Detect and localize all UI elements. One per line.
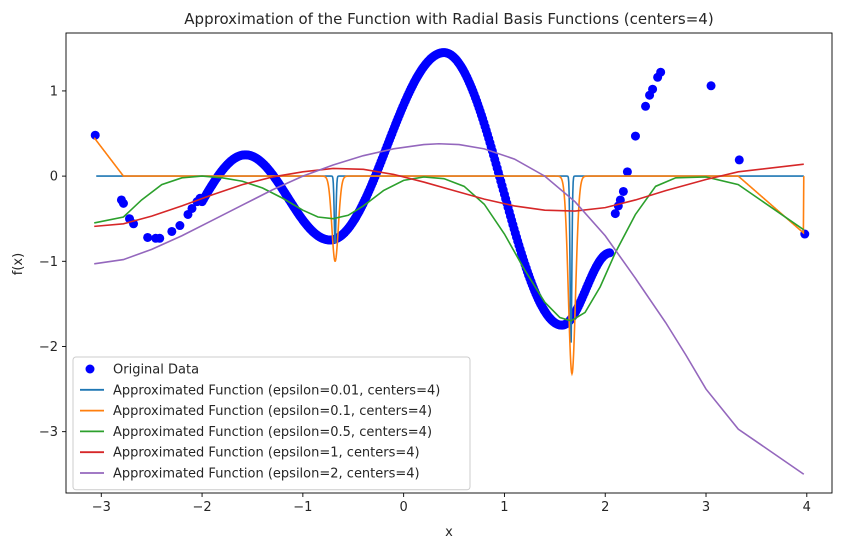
legend-label: Approximated Function (epsilon=0.1, cent… bbox=[113, 404, 432, 419]
legend-label: Approximated Function (epsilon=2, center… bbox=[113, 467, 420, 482]
x-tick-label: 4 bbox=[803, 500, 811, 515]
scatter-point bbox=[641, 101, 651, 111]
x-tick-label: −3 bbox=[92, 500, 111, 515]
x-tick-label: −1 bbox=[293, 500, 312, 515]
plot-frame bbox=[65, 32, 833, 494]
y-tick-label: 1 bbox=[50, 84, 58, 99]
scatter-point bbox=[187, 203, 197, 213]
x-tick-label: 3 bbox=[702, 500, 710, 515]
scatter-point bbox=[167, 226, 177, 236]
y-tick-label: 0 bbox=[50, 170, 58, 185]
plot-area: −3 −2 −1 0 1 2 3 4 −3 −2 −1 0 1 bbox=[39, 32, 833, 515]
scatter-point bbox=[155, 233, 165, 243]
legend-label: Approximated Function (epsilon=0.5, cent… bbox=[113, 425, 432, 440]
scatter-point bbox=[90, 130, 100, 140]
series-line-2 bbox=[93, 137, 805, 377]
y-tick-label: −1 bbox=[39, 255, 58, 270]
scatter-point bbox=[610, 209, 620, 219]
scatter-point bbox=[605, 248, 615, 258]
x-tick-label: 0 bbox=[400, 500, 408, 515]
series-line-5 bbox=[94, 142, 805, 475]
x-tick-label: 2 bbox=[601, 500, 609, 515]
scatter-point bbox=[648, 84, 658, 94]
scatter-point bbox=[143, 232, 153, 242]
x-tick-label: 1 bbox=[500, 500, 508, 515]
y-tick-label: −3 bbox=[39, 425, 58, 440]
legend-box bbox=[72, 356, 471, 491]
legend-label: Approximated Function (epsilon=1, center… bbox=[113, 446, 420, 461]
chart-title: Approximation of the Function with Radia… bbox=[184, 10, 713, 28]
y-axis-label: f(x) bbox=[11, 253, 26, 275]
x-axis-label: x bbox=[445, 525, 453, 540]
scatter-point bbox=[630, 131, 640, 141]
scatter-point bbox=[615, 195, 625, 205]
scatter-point bbox=[656, 67, 666, 77]
x-tick-label: −2 bbox=[192, 500, 211, 515]
scatter-point bbox=[734, 155, 744, 165]
legend-label: Approximated Function (epsilon=0.01, cen… bbox=[113, 383, 440, 398]
scatter-point bbox=[118, 198, 128, 208]
legend-label: Original Data bbox=[113, 363, 199, 378]
scatter-point bbox=[706, 81, 716, 91]
scatter-point bbox=[175, 221, 185, 231]
legend: Original Data Approximated Function (epsi… bbox=[72, 356, 471, 491]
series-line-3 bbox=[94, 175, 805, 322]
legend-marker bbox=[85, 364, 95, 374]
scatter-point bbox=[622, 167, 632, 177]
y-tick-label: −2 bbox=[39, 340, 58, 355]
series-line-4 bbox=[94, 163, 804, 228]
scatter-point bbox=[618, 186, 628, 196]
